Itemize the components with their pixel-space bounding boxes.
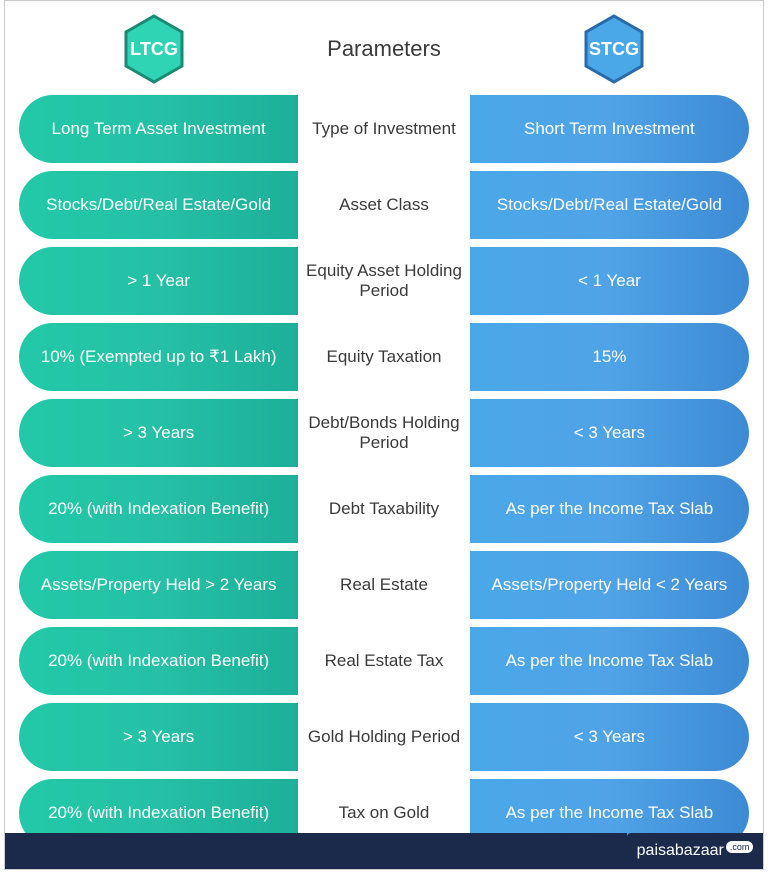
ltcg-value: 10% (Exempted up to ₹1 Lakh)	[19, 323, 298, 391]
parameters-title: Parameters	[294, 36, 474, 62]
ltcg-badge: LTCG	[122, 13, 186, 85]
comparison-row: 10% (Exempted up to ₹1 Lakh) Equity Taxa…	[19, 323, 749, 391]
parameter-label: Asset Class	[298, 171, 470, 239]
comparison-infographic: LTCG Parameters STCG Long Term Asset Inv…	[4, 0, 764, 870]
ltcg-value: > 3 Years	[19, 399, 298, 467]
comparison-row: Long Term Asset Investment Type of Inves…	[19, 95, 749, 163]
parameter-label: Equity Asset Holding Period	[298, 247, 470, 315]
parameter-label: Debt Taxability	[298, 475, 470, 543]
stcg-value: As per the Income Tax Slab	[470, 475, 749, 543]
ltcg-value: 20% (with Indexation Benefit)	[19, 627, 298, 695]
comparison-rows: Long Term Asset Investment Type of Inves…	[5, 95, 763, 847]
ltcg-value: Long Term Asset Investment	[19, 95, 298, 163]
ltcg-value: > 1 Year	[19, 247, 298, 315]
comparison-row: 20% (with Indexation Benefit) Debt Taxab…	[19, 475, 749, 543]
stcg-value: As per the Income Tax Slab	[470, 627, 749, 695]
comparison-row: > 1 Year Equity Asset Holding Period < 1…	[19, 247, 749, 315]
stcg-value: 15%	[470, 323, 749, 391]
stcg-value: Stocks/Debt/Real Estate/Gold	[470, 171, 749, 239]
ltcg-value: Assets/Property Held > 2 Years	[19, 551, 298, 619]
stcg-value: < 1 Year	[470, 247, 749, 315]
footer-brand: paisabazaar.com	[627, 833, 763, 869]
stcg-badge: STCG	[582, 13, 646, 85]
stcg-badge-label: STCG	[589, 39, 639, 60]
brand-name: paisabazaar	[637, 842, 724, 860]
comparison-row: > 3 Years Debt/Bonds Holding Period < 3 …	[19, 399, 749, 467]
ltcg-badge-label: LTCG	[130, 39, 178, 60]
header-row: LTCG Parameters STCG	[5, 1, 763, 95]
parameter-label: Gold Holding Period	[298, 703, 470, 771]
comparison-row: Stocks/Debt/Real Estate/Gold Asset Class…	[19, 171, 749, 239]
ltcg-value: Stocks/Debt/Real Estate/Gold	[19, 171, 298, 239]
stcg-value: Short Term Investment	[470, 95, 749, 163]
comparison-row: Assets/Property Held > 2 Years Real Esta…	[19, 551, 749, 619]
brand-suffix: .com	[726, 841, 754, 853]
parameter-label: Type of Investment	[298, 95, 470, 163]
parameter-label: Equity Taxation	[298, 323, 470, 391]
stcg-value: Assets/Property Held < 2 Years	[470, 551, 749, 619]
parameter-label: Real Estate	[298, 551, 470, 619]
stcg-value: < 3 Years	[470, 703, 749, 771]
ltcg-value: > 3 Years	[19, 703, 298, 771]
right-header: STCG	[474, 13, 754, 85]
left-header: LTCG	[14, 13, 294, 85]
parameter-label: Debt/Bonds Holding Period	[298, 399, 470, 467]
parameter-label: Real Estate Tax	[298, 627, 470, 695]
footer: paisabazaar.com	[5, 833, 763, 869]
footer-bar	[5, 833, 627, 869]
comparison-row: > 3 Years Gold Holding Period < 3 Years	[19, 703, 749, 771]
stcg-value: < 3 Years	[470, 399, 749, 467]
comparison-row: 20% (with Indexation Benefit) Real Estat…	[19, 627, 749, 695]
ltcg-value: 20% (with Indexation Benefit)	[19, 475, 298, 543]
